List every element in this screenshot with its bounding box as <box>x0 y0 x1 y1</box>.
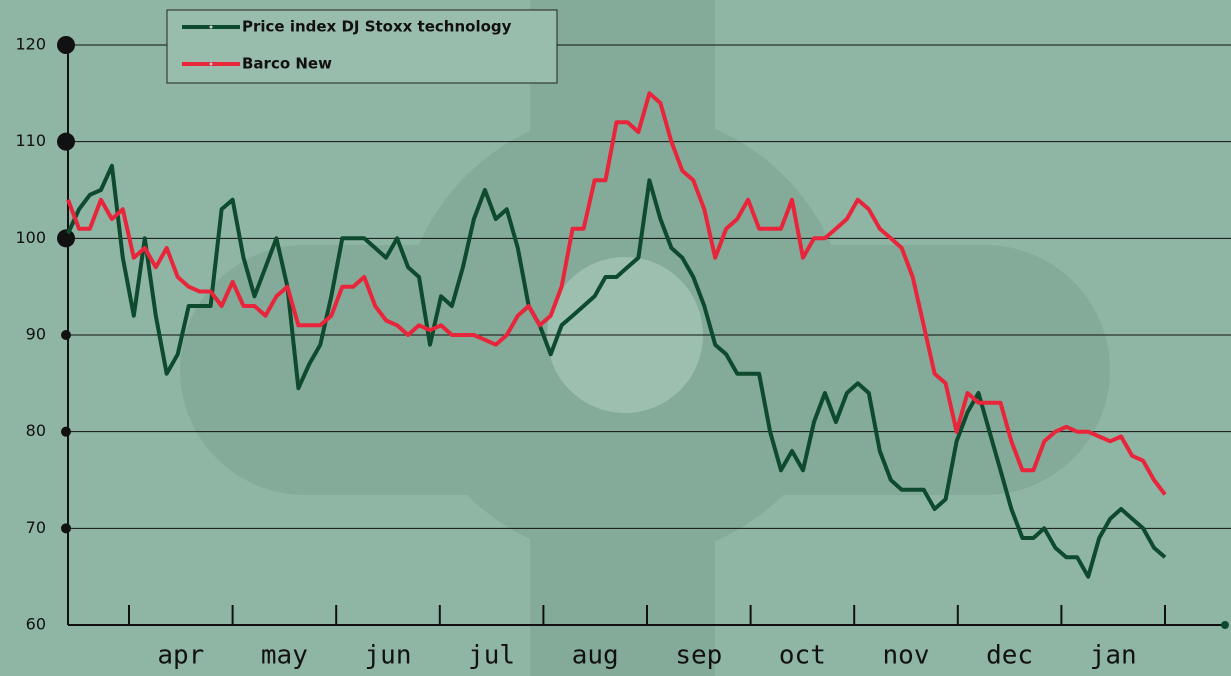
series-line <box>66 91 1167 496</box>
y-tick-dot <box>57 229 75 248</box>
x-tick-label: sep <box>675 641 722 671</box>
x-tick-label: dec <box>986 641 1033 671</box>
background-logo <box>180 0 1110 676</box>
y-tick-dot <box>57 132 75 151</box>
x-tick-label: jul <box>468 641 515 671</box>
y-tick-label: 90 <box>26 325 46 344</box>
x-tick-label: jan <box>1090 641 1137 671</box>
grid: 60 70 80 90 100 110 120 apr may jun jul aug sep oct no… <box>15 35 1231 671</box>
y-tick-label: 80 <box>26 421 46 440</box>
legend-swatch-dot <box>209 25 213 29</box>
y-tick-label: 120 <box>15 35 46 54</box>
legend <box>166 9 558 84</box>
axis-end <box>1221 621 1229 629</box>
y-tick-dot <box>61 523 71 534</box>
x-tick-label: oct <box>779 641 826 671</box>
legend-label: Barco New <box>242 55 332 73</box>
y-tick-label: 110 <box>15 131 46 150</box>
y-tick-label: 70 <box>26 518 46 537</box>
y-tick-dot <box>61 330 71 340</box>
x-tick-label: apr <box>157 641 204 671</box>
y-tick-dot <box>61 426 71 437</box>
legend-entries: Price index DJ Stoxx technology Barco New <box>182 18 512 73</box>
legend-label: Price index DJ Stoxx technology <box>242 18 512 36</box>
y-tick-dot <box>57 36 75 54</box>
y-tick-label: 60 <box>26 615 46 634</box>
x-tick-label: may <box>261 641 308 671</box>
x-tick-label: nov <box>883 641 930 671</box>
series-line <box>66 163 1167 579</box>
plot <box>66 91 1167 579</box>
x-tick-label: jun <box>365 641 412 671</box>
legend-swatch-dot <box>209 62 213 66</box>
x-tick-label: aug <box>572 641 619 671</box>
y-tick-label: 100 <box>15 228 46 247</box>
